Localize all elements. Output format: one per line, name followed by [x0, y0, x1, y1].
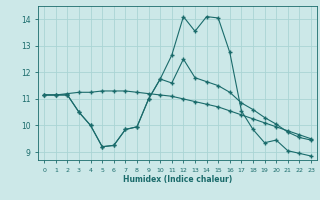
X-axis label: Humidex (Indice chaleur): Humidex (Indice chaleur) [123, 175, 232, 184]
